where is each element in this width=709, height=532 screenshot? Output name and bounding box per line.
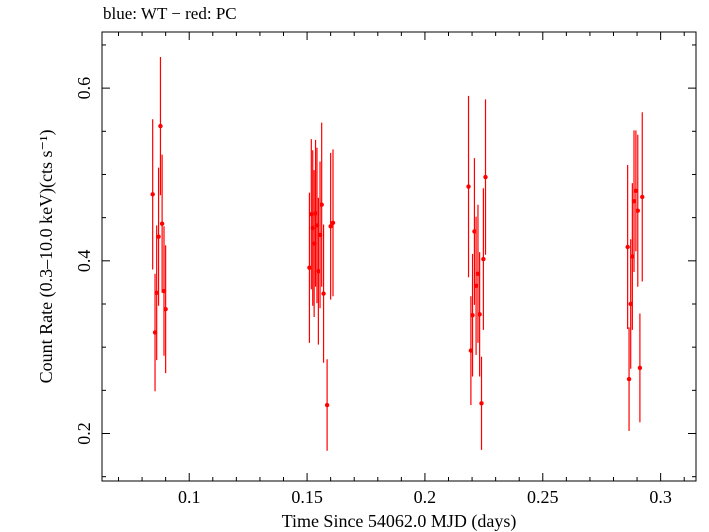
point-marker <box>159 221 165 226</box>
point-marker <box>328 224 333 229</box>
point-marker <box>633 188 639 194</box>
data-point <box>640 112 645 282</box>
point-marker <box>150 192 155 197</box>
data-point <box>481 188 486 330</box>
data-point <box>470 253 475 377</box>
data-point <box>159 154 165 293</box>
data-point <box>477 252 482 377</box>
data-point <box>156 167 161 306</box>
point-marker <box>319 202 324 207</box>
data-point <box>154 225 159 361</box>
point-marker <box>154 290 159 295</box>
data-point <box>307 192 312 343</box>
point-marker <box>477 312 482 317</box>
data-point <box>631 130 637 273</box>
x-axis-title: Time Since 54062.0 MJD (days) <box>282 511 517 532</box>
data-point <box>479 356 484 450</box>
data-point <box>473 216 479 355</box>
data-point <box>626 327 632 431</box>
y-axis-ticks: 0.2 0.4 0.6 <box>74 44 696 478</box>
data-point <box>319 122 324 287</box>
point-marker <box>163 306 168 312</box>
data-point <box>330 149 336 297</box>
x-tick-label: 0.2 <box>414 487 437 507</box>
y-tick-label: 0.6 <box>74 77 94 100</box>
point-marker <box>324 402 330 408</box>
data-point <box>466 95 471 278</box>
point-marker <box>626 376 632 382</box>
point-marker <box>481 256 486 262</box>
data-point <box>328 152 333 300</box>
y-tick-label: 0.2 <box>74 422 94 445</box>
data-points <box>150 57 645 451</box>
x-tick-label: 0.1 <box>178 487 201 507</box>
data-point <box>163 245 168 374</box>
data-point <box>483 99 488 255</box>
point-marker <box>307 265 312 270</box>
x-tick-label: 0.25 <box>527 487 559 507</box>
x-tick-label: 0.15 <box>291 487 323 507</box>
point-marker <box>156 234 161 239</box>
data-point <box>324 359 330 451</box>
point-marker <box>631 199 637 204</box>
point-marker <box>483 174 488 180</box>
data-point <box>633 130 639 252</box>
point-marker <box>473 283 479 289</box>
data-point <box>158 57 163 196</box>
point-marker <box>637 365 643 371</box>
data-point <box>150 119 155 270</box>
chart-header: blue: WT − red: PC <box>103 4 237 23</box>
point-marker <box>479 401 484 406</box>
y-tick-label: 0.4 <box>74 250 94 273</box>
point-marker <box>158 123 163 129</box>
x-axis-ticks: 0.1 0.15 0.2 0.25 0.3 <box>118 32 685 507</box>
point-marker <box>635 208 640 213</box>
point-marker <box>321 291 326 296</box>
data-point <box>321 224 326 363</box>
point-marker <box>330 220 336 226</box>
point-marker <box>640 194 645 200</box>
x-tick-label: 0.3 <box>649 487 672 507</box>
point-marker <box>466 184 471 189</box>
data-point <box>635 134 640 287</box>
point-marker <box>470 313 475 318</box>
data-point <box>625 164 630 330</box>
y-axis-title: Count Rate (0.3–10.0 keV)(cts s⁻¹) <box>36 130 57 384</box>
data-point <box>637 313 643 423</box>
plot-frame <box>101 31 697 482</box>
point-marker <box>625 244 630 250</box>
